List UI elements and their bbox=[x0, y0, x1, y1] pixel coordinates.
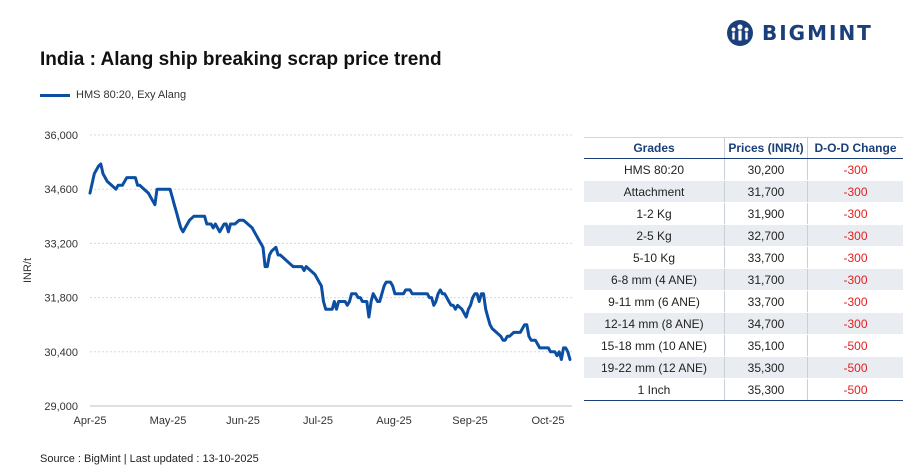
brand-name: BIGMINT bbox=[762, 21, 873, 45]
change-cell: -300 bbox=[807, 290, 903, 313]
grade-cell: 1-2 Kg bbox=[584, 202, 725, 225]
table-row: 6-8 mm (4 ANE) 31,700 -300 bbox=[584, 268, 903, 291]
grade-cell: Attachment bbox=[584, 180, 725, 203]
legend-swatch bbox=[40, 93, 70, 97]
brand-logo: BIGMINT bbox=[726, 19, 873, 47]
y-tick-label: 33,200 bbox=[44, 238, 78, 250]
x-tick-label: Jun-25 bbox=[226, 415, 260, 427]
table-header-row: Grades Prices (INR/t) D-O-D Change bbox=[584, 137, 903, 159]
change-cell: -300 bbox=[807, 268, 903, 291]
series-line bbox=[88, 162, 572, 361]
y-tick-label: 29,000 bbox=[44, 401, 78, 413]
grade-cell: 1 Inch bbox=[584, 378, 725, 401]
table-row: 2-5 Kg 32,700 -300 bbox=[584, 224, 903, 247]
x-tick-label: Apr-25 bbox=[73, 415, 106, 427]
x-tick-label: Aug-25 bbox=[376, 415, 411, 427]
price-cell: 34,700 bbox=[724, 312, 808, 335]
change-cell: -300 bbox=[807, 312, 903, 335]
table-row: 15-18 mm (10 ANE) 35,100 -500 bbox=[584, 334, 903, 357]
y-tick-label: 31,800 bbox=[44, 293, 78, 305]
change-cell: -500 bbox=[807, 356, 903, 379]
change-cell: -300 bbox=[807, 224, 903, 247]
grade-cell: 5-10 Kg bbox=[584, 246, 725, 269]
grade-cell: 19-22 mm (12 ANE) bbox=[584, 356, 725, 379]
header-grades: Grades bbox=[584, 137, 725, 159]
change-cell: -300 bbox=[807, 246, 903, 269]
table-row: 9-11 mm (6 ANE) 33,700 -300 bbox=[584, 290, 903, 313]
price-cell: 35,300 bbox=[724, 378, 808, 401]
table-row: 5-10 Kg 33,700 -300 bbox=[584, 246, 903, 269]
legend-label: HMS 80:20, Exy Alang bbox=[76, 89, 187, 101]
y-tick-label: 34,600 bbox=[44, 184, 78, 196]
price-cell: 32,700 bbox=[724, 224, 808, 247]
y-axis-label: INR/t bbox=[22, 258, 34, 283]
x-tick-label: Sep-25 bbox=[452, 415, 487, 427]
x-tick-label: Oct-25 bbox=[531, 415, 564, 427]
header-change: D-O-D Change bbox=[807, 137, 903, 159]
price-table: Grades Prices (INR/t) D-O-D Change HMS 8… bbox=[584, 137, 903, 401]
grade-cell: 9-11 mm (6 ANE) bbox=[584, 290, 725, 313]
price-cell: 35,300 bbox=[724, 356, 808, 379]
price-cell: 33,700 bbox=[724, 290, 808, 313]
table-row: HMS 80:20 30,200 -300 bbox=[584, 158, 903, 181]
price-cell: 33,700 bbox=[724, 246, 808, 269]
grade-cell: 15-18 mm (10 ANE) bbox=[584, 334, 725, 357]
source-note: Source : BigMint | Last updated : 13-10-… bbox=[40, 453, 259, 465]
table-row: Attachment 31,700 -300 bbox=[584, 180, 903, 203]
change-cell: -500 bbox=[807, 334, 903, 357]
grade-cell: HMS 80:20 bbox=[584, 158, 725, 181]
chart-legend: HMS 80:20, Exy Alang bbox=[40, 89, 186, 101]
price-cell: 30,200 bbox=[724, 158, 808, 181]
price-cell: 31,900 bbox=[724, 202, 808, 225]
change-cell: -500 bbox=[807, 378, 903, 401]
price-cell: 35,100 bbox=[724, 334, 808, 357]
grade-cell: 12-14 mm (8 ANE) bbox=[584, 312, 725, 335]
bigmint-logo-icon bbox=[727, 20, 753, 46]
change-cell: -300 bbox=[807, 180, 903, 203]
change-cell: -300 bbox=[807, 202, 903, 225]
table-row: 1-2 Kg 31,900 -300 bbox=[584, 202, 903, 225]
table-row: 12-14 mm (8 ANE) 34,700 -300 bbox=[584, 312, 903, 335]
change-cell: -300 bbox=[807, 158, 903, 181]
grade-cell: 2-5 Kg bbox=[584, 224, 725, 247]
price-cell: 31,700 bbox=[724, 268, 808, 291]
x-tick-label: May-25 bbox=[150, 415, 187, 427]
x-tick-label: Jul-25 bbox=[303, 415, 333, 427]
y-tick-label: 30,400 bbox=[44, 347, 78, 359]
price-cell: 31,700 bbox=[724, 180, 808, 203]
y-tick-label: 36,000 bbox=[44, 130, 78, 142]
chart-title: India : Alang ship breaking scrap price … bbox=[40, 49, 442, 70]
grade-cell: 6-8 mm (4 ANE) bbox=[584, 268, 725, 291]
header-prices: Prices (INR/t) bbox=[724, 137, 808, 159]
table-row: 1 Inch 35,300 -500 bbox=[584, 378, 903, 401]
table-row: 19-22 mm (12 ANE) 35,300 -500 bbox=[584, 356, 903, 379]
